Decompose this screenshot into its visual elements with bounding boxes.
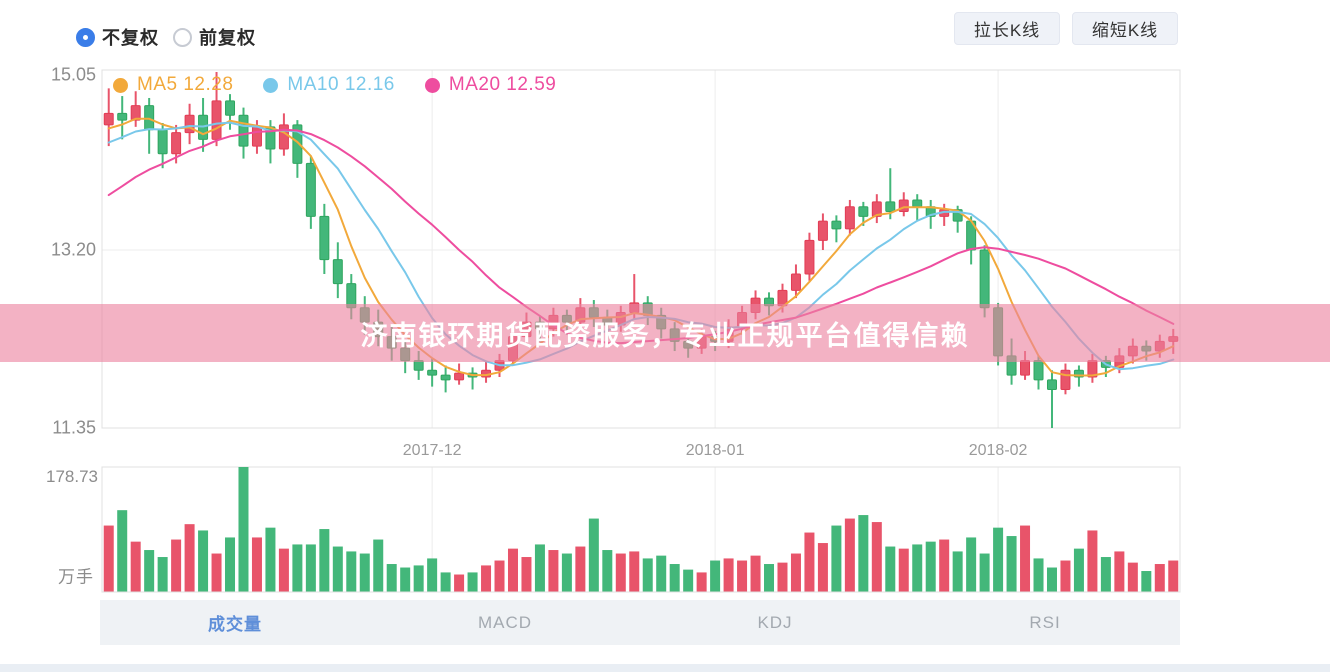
price-tick-high: 15.05 [50, 64, 96, 85]
x-tick-jan: 2018-01 [685, 442, 745, 459]
legend-item-ma20[interactable]: MA20 12.59 [424, 74, 557, 96]
ma10-dot-icon [263, 77, 279, 93]
price-tick-low: 11.35 [52, 417, 96, 438]
ma10-legend-text: MA10 12.16 [287, 74, 395, 95]
tab-kdj[interactable]: KDJ [757, 612, 793, 632]
shrink-kline-button[interactable]: 缩短K线 [1072, 12, 1178, 45]
indicator-tab-bar: 成交量 MACD KDJ RSI [100, 600, 1180, 645]
radio-unselected-icon [173, 27, 192, 47]
legend-item-ma10[interactable]: MA10 12.16 [263, 74, 394, 96]
ma20-legend-text: MA20 12.59 [448, 74, 557, 95]
x-tick-dec: 2017-12 [402, 442, 462, 459]
tab-rsi[interactable]: RSI [1029, 612, 1061, 632]
volume-unit-label: 万手 [58, 567, 94, 587]
tab-macd[interactable]: MACD [477, 612, 533, 632]
ma5-dot-icon [113, 77, 128, 93]
radio-label: 不复权 [102, 28, 159, 48]
radio-selected-icon [76, 27, 95, 47]
ma-legend: MA5 12.28 MA10 12.16 MA20 12.59 [113, 74, 556, 96]
legend-item-ma5[interactable]: MA5 12.28 [113, 74, 233, 96]
volume-max-label: 178.73 [46, 467, 98, 486]
tab-volume[interactable]: 成交量 [208, 615, 262, 634]
ad-banner: 济南银环期货配资服务，专业正规平台值得信赖 [0, 304, 1330, 362]
radio-forward-adjustment[interactable]: 前复权 [173, 24, 256, 50]
footer-strip [0, 664, 1330, 672]
x-tick-feb: 2018-02 [968, 442, 1028, 459]
kline-zoom-buttons: 拉长K线 缩短K线 [954, 12, 1178, 45]
price-tick-mid: 13.20 [50, 239, 96, 260]
stretch-kline-button[interactable]: 拉长K线 [954, 12, 1060, 45]
radio-label: 前复权 [199, 28, 256, 48]
adjustment-radio-group: 不复权 前复权 [76, 24, 256, 50]
ma20-dot-icon [424, 77, 440, 93]
ma5-legend-text: MA5 12.28 [137, 74, 234, 95]
ad-banner-text: 济南银环期货配资服务，专业正规平台值得信赖 [360, 320, 970, 351]
radio-no-adjustment[interactable]: 不复权 [76, 24, 159, 50]
